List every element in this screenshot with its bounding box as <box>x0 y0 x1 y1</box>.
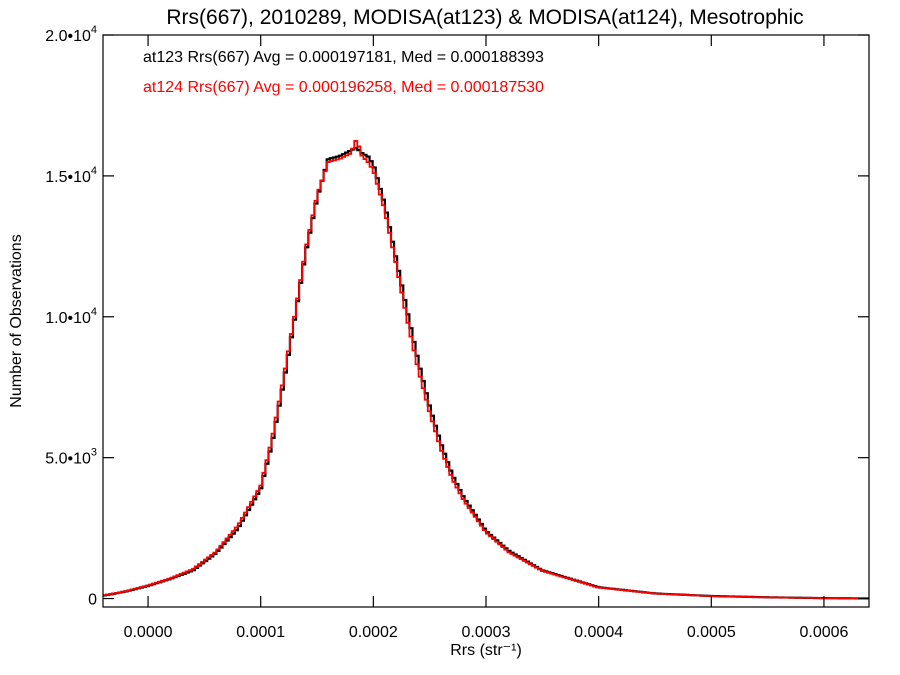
annotation-at123: at123 Rrs(667) Avg = 0.000197181, Med = … <box>143 49 544 66</box>
y-tick-label-2: 1.0•104 <box>45 306 97 327</box>
annotation-at124: at124 Rrs(667) Avg = 0.000196258, Med = … <box>143 79 544 96</box>
x-tick-label-1: 0.0001 <box>236 624 285 641</box>
chart-title: Rrs(667), 2010289, MODISA(at123) & MODIS… <box>166 6 803 29</box>
x-tick-label-2: 0.0002 <box>349 624 398 641</box>
x-tick-label-6: 0.0006 <box>799 624 848 641</box>
x-tick-label-3: 0.0003 <box>462 624 511 641</box>
y-tick-label-3: 1.5•104 <box>45 165 97 186</box>
series-layer <box>103 140 869 600</box>
y-axis-label: Number of Observations <box>8 234 25 407</box>
x-tick-label-0: 0.0000 <box>124 624 173 641</box>
x-tick-label-5: 0.0005 <box>687 624 736 641</box>
x-tick-label-4: 0.0004 <box>574 624 623 641</box>
plot-frame <box>102 34 870 608</box>
x-axis-label: Rrs (str⁻¹) <box>450 642 522 659</box>
series-line-1 <box>103 140 869 600</box>
y-tick-label-4: 2.0•104 <box>45 24 97 45</box>
axes-layer: 0.0000 0.0001 0.0002 0.0003 0.0004 0.0005 0.00… <box>45 24 869 641</box>
y-tick-label-1: 5.0•103 <box>45 447 97 468</box>
y-tick-label-0: 0 <box>88 592 97 609</box>
